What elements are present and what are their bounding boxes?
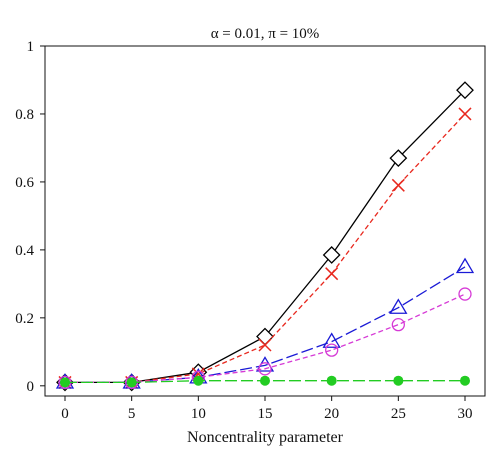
data-point-diamond — [322, 246, 341, 264]
y-tick-label: 1 — [27, 39, 35, 55]
data-point-cross — [325, 267, 339, 281]
x-tick-label: 20 — [324, 406, 339, 422]
data-point-circle-open — [391, 317, 405, 332]
data-point-triangle — [389, 298, 408, 314]
data-point-triangle — [322, 332, 341, 348]
series-line-triangle — [65, 266, 466, 384]
data-point-circle-open — [325, 343, 339, 357]
data-point-circle-filled — [393, 375, 404, 386]
y-tick-label: 0.2 — [15, 311, 34, 327]
axes-layer: 0 5 10 15 20 25 30 0 0.2 0.4 0.6 0.8 1 — [15, 39, 472, 422]
data-point-circle-filled — [460, 375, 470, 386]
data-point-circle-filled — [126, 377, 137, 388]
data-point-cross — [258, 338, 272, 352]
y-tick-label: 0 — [27, 379, 35, 395]
data-point-circle-filled — [60, 377, 70, 388]
data-point-cross — [391, 178, 405, 192]
y-tick-label: 0.8 — [15, 107, 34, 123]
x-tick-label: 0 — [61, 406, 69, 422]
data-point-diamond — [256, 327, 274, 346]
data-point-circle-filled — [260, 375, 270, 386]
data-point-diamond — [389, 149, 408, 168]
y-tick-label: 0.6 — [15, 175, 34, 191]
data-point-circle-open — [458, 287, 472, 301]
data-point-triangle — [455, 257, 475, 274]
x-tick-label: 30 — [458, 406, 473, 422]
data-point-circle-open — [258, 362, 272, 376]
x-tick-label: 25 — [391, 406, 406, 422]
x-axis-title: Noncentrality parameter — [187, 429, 344, 446]
chart-title: α = 0.01, π = 10% — [211, 26, 320, 42]
y-tick-label: 0.4 — [15, 243, 34, 259]
data-point-circle-filled — [326, 375, 337, 386]
data-point-diamond — [456, 81, 474, 100]
series-layer — [55, 81, 475, 392]
series-cross — [58, 107, 472, 389]
x-tick-label: 10 — [191, 406, 206, 422]
data-point-cross — [458, 107, 472, 121]
x-tick-label: 15 — [258, 406, 273, 422]
x-tick-label: 5 — [128, 406, 136, 422]
series-circle-filled — [60, 375, 470, 388]
data-point-circle-filled — [193, 375, 204, 386]
